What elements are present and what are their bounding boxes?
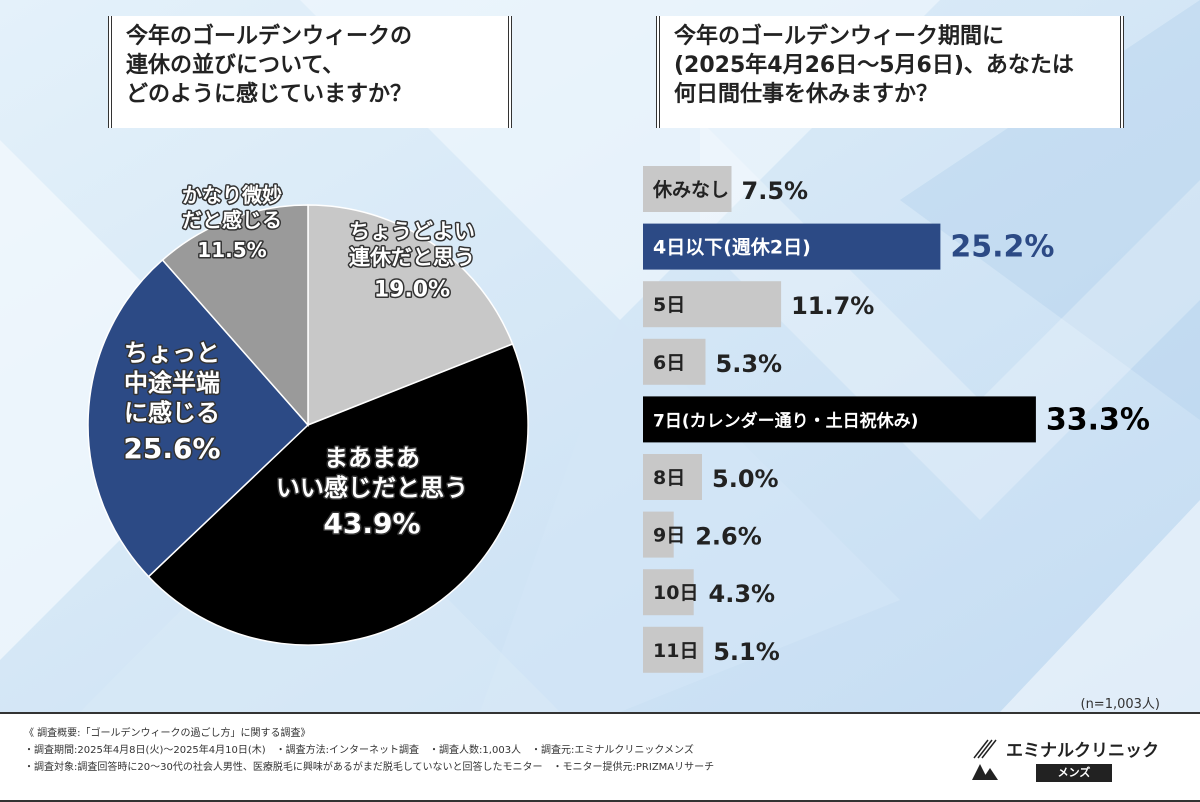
bar-category-label: 6日 [653,352,685,374]
footer-survey-details: ・調査期間:2025年4月8日(火)〜2025年4月10日(木) ・調査方法:イ… [24,745,694,756]
bar-row: 10日 4.3% [643,569,776,616]
logo-sub: メンズ [1036,764,1112,782]
bar [643,281,782,328]
pie-label-text: まあまあ [324,444,420,472]
bar [643,511,674,558]
bar-value-label: 5.3% [716,350,783,378]
pie-slice [307,204,514,427]
bar-row: 11日 5.1% [643,626,780,673]
bar-chart: 休みなし 7.5% 4日以下(週休2日) 25.2% 5日 11.7% 6日 5.3% 7日(カ… [643,166,1150,673]
bar-title-line-3: 何日間仕事を休みますか？ [674,82,939,107]
bar-value-label: 5.0% [712,465,779,493]
sample-size: (n=1,003人) [1080,697,1161,712]
bar-category-label: 9日 [653,525,685,547]
pie-slice [87,258,310,578]
bar-row: 7日(カレンダー通り・土日祝休み) 33.3% [643,396,1150,443]
pie-label-text: だと感じる [182,208,282,232]
pie-value-label: 25.6% [123,432,220,465]
bar-title-line-1: 今年のゴールデンウィーク期間に [674,24,1005,49]
bar-row: 6日 5.3% [643,338,783,385]
pie-title-line-1: 今年のゴールデンウィークの [126,24,413,49]
logo-name: エミナルクリニック [1006,741,1159,761]
footer-survey-name: 《 調査概要:「ゴールデンウィークの過ごし方」に関する調査》 [24,728,311,739]
bar-row: 9日 2.6% [643,511,762,558]
pie-value-label: 11.5% [197,238,266,262]
bar [643,569,694,616]
pie-label-text: に感じる [124,399,220,427]
pie-label-text: 連休だと思う [349,246,475,270]
pie-label-text: ちょっと [124,339,220,367]
bar-value-label: 11.7% [791,292,874,320]
logo-mark-icon [972,739,998,780]
bar-category-label: 7日(カレンダー通り・土日祝休み) [653,410,918,431]
bar-category-label: 11日 [653,640,698,662]
pie-slice [147,343,529,646]
bar-value-label: 25.2% [950,230,1054,265]
bar [643,223,941,270]
bar-row: 5日 11.7% [643,281,874,328]
bar-row: 休みなし 7.5% [643,166,808,212]
bar [643,166,732,212]
bar-value-label: 7.5% [742,177,809,205]
bar-value-label: 2.6% [695,523,762,551]
bar-chart-title: 今年のゴールデンウィーク期間に (2025年4月26日〜5月6日)、あなたは 何… [656,16,1124,128]
pie-label-text: いい感じだと思う [276,474,468,502]
bar-category-label: 4日以下(週休2日) [653,237,811,259]
survey-footer: 《 調査概要:「ゴールデンウィークの過ごし方」に関する調査》 ・調査期間:202… [0,712,1200,802]
bar-category-label: 10日 [653,582,698,604]
bar-title-line-2: (2025年4月26日〜5月6日)、あなたは [674,53,1074,78]
bar [643,338,706,385]
bar-row: 8日 5.0% [643,454,779,500]
bar-row: 4日以下(週休2日) 25.2% [643,223,1054,270]
pie-slice [161,204,309,427]
bar-value-label: 5.1% [713,638,780,666]
bar [643,396,1036,443]
pie-label-text: ちょうどよい [349,219,475,243]
bar-value-label: 33.3% [1046,402,1150,437]
pie-value-label: 19.0% [374,277,450,302]
bar-category-label: 5日 [653,294,685,316]
bar-category-label: 休みなし [652,179,729,201]
bar [643,454,702,500]
footer-survey-target: ・調査対象:調査回答時に20〜30代の社会人男性、医療脱毛に興味があるがまだ脱毛… [24,762,715,773]
bar-category-label: 8日 [653,467,685,489]
pie-chart-title: 今年のゴールデンウィークの 連休の並びについて、 どのように感じていますか？ [108,16,512,128]
pie-value-label: 43.9% [323,507,420,540]
bar-value-label: 4.3% [709,580,776,608]
pie-title-line-2: 連休の並びについて、 [126,53,345,78]
pie-label-text: 中途半端 [124,369,220,397]
pie-label-text: かなり微妙 [182,183,282,207]
clinic-logo: エミナルクリニック メンズ [968,736,1168,786]
pie-title-line-3: どのように感じていますか？ [126,82,413,107]
bar [643,626,704,673]
